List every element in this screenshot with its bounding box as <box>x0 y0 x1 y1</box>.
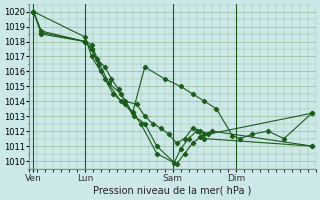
X-axis label: Pression niveau de la mer( hPa ): Pression niveau de la mer( hPa ) <box>93 186 252 196</box>
